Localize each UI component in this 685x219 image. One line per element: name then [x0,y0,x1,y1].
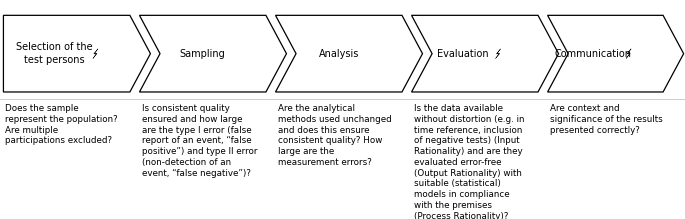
Text: Are context and
significance of the results
presented correctly?: Are context and significance of the resu… [549,104,662,134]
Text: Selection of the
test persons: Selection of the test persons [16,42,92,65]
Polygon shape [626,49,631,58]
Text: Is consistent quality
ensured and how large
are the type I error (false
report o: Is consistent quality ensured and how la… [142,104,257,178]
Text: Is the data available
without distortion (e.g. in
time reference, inclusion
of n: Is the data available without distortion… [414,104,524,219]
Polygon shape [140,15,286,92]
Text: Evaluation: Evaluation [436,49,488,59]
Text: Does the sample
represent the population?
Are multiple
participations excluded?: Does the sample represent the population… [5,104,119,145]
Polygon shape [412,15,558,92]
Text: Sampling: Sampling [180,49,225,59]
Polygon shape [547,15,684,92]
Text: Communication: Communication [554,49,632,59]
Text: Are the analytical
methods used unchanged
and does this ensure
consistent qualit: Are the analytical methods used unchange… [277,104,391,167]
Polygon shape [495,49,501,58]
Text: Analysis: Analysis [319,49,359,59]
Polygon shape [275,15,423,92]
Polygon shape [3,15,151,92]
Polygon shape [93,49,98,58]
